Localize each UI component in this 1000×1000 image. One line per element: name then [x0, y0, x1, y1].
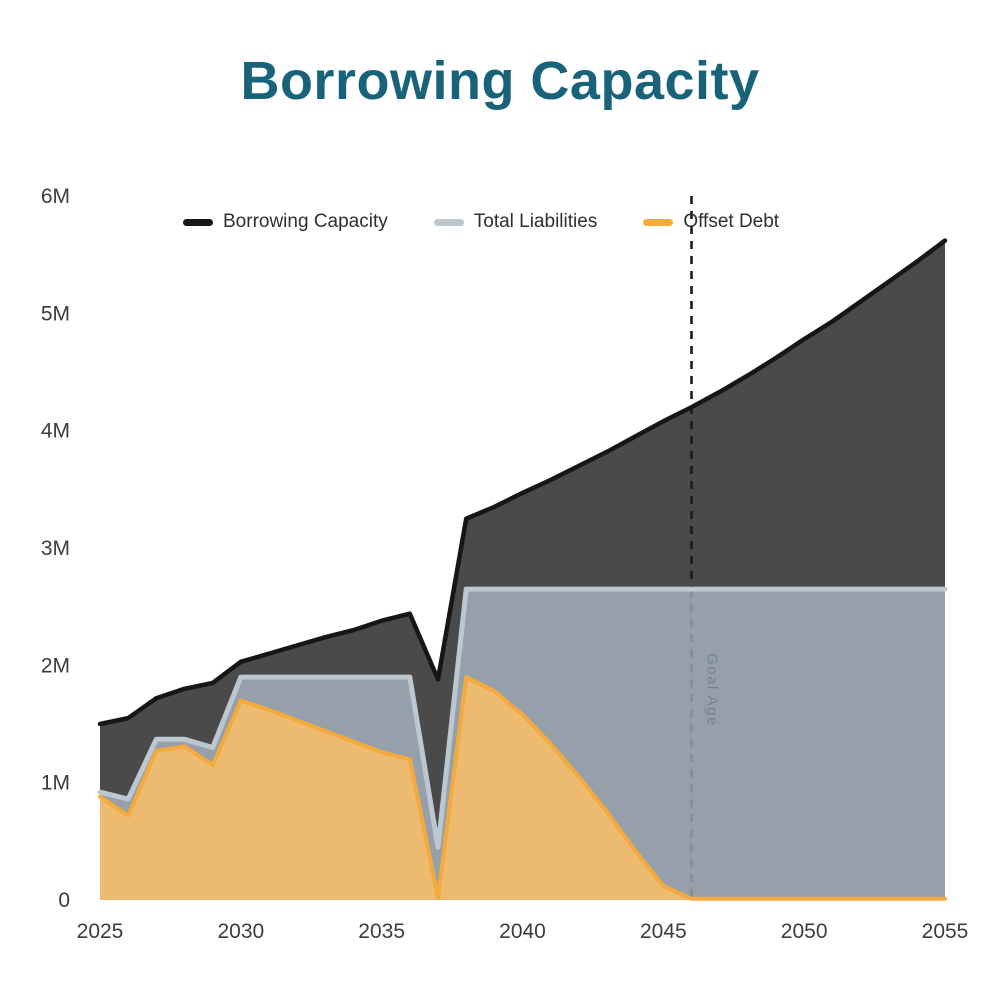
legend-item-borrowing-capacity[interactable]: Borrowing Capacity — [183, 211, 388, 233]
page-title: Borrowing Capacity — [240, 51, 760, 111]
svg-text:3M: 3M — [41, 537, 70, 560]
legend-swatch-offset-debt — [643, 218, 674, 226]
svg-text:4M: 4M — [41, 420, 70, 443]
svg-text:2050: 2050 — [781, 920, 828, 943]
legend-label-offset-debt: Offset Debt — [683, 211, 780, 232]
svg-text:5M: 5M — [41, 302, 70, 325]
svg-text:2025: 2025 — [77, 920, 124, 943]
svg-text:2M: 2M — [41, 654, 70, 677]
svg-text:0: 0 — [58, 889, 70, 912]
svg-text:2030: 2030 — [217, 920, 264, 943]
legend-label-borrowing-capacity: Borrowing Capacity — [223, 211, 388, 232]
legend-label-total-liabilities: Total Liabilities — [473, 211, 598, 232]
legend-item-offset-debt[interactable]: Offset Debt — [643, 211, 779, 233]
svg-text:2055: 2055 — [922, 920, 969, 943]
svg-text:2045: 2045 — [640, 920, 687, 943]
chart-legend: Borrowing Capacity Total Liabilities Off… — [183, 211, 779, 233]
goal-age-label: Goal Age — [704, 653, 721, 727]
legend-swatch-total-liabilities — [433, 218, 464, 226]
legend-swatch-borrowing-capacity — [183, 218, 213, 226]
svg-text:6M: 6M — [41, 185, 70, 208]
svg-text:1M: 1M — [41, 772, 70, 795]
legend-item-total-liabilities[interactable]: Total Liabilities — [433, 211, 598, 233]
svg-text:2035: 2035 — [358, 920, 405, 943]
svg-text:2040: 2040 — [499, 920, 546, 943]
